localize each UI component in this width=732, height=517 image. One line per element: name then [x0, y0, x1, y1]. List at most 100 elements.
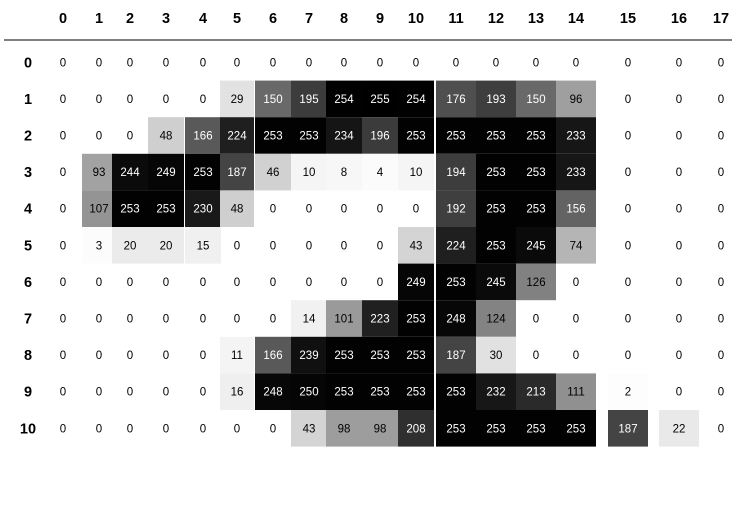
heatmap-cell [326, 336, 362, 374]
heatmap-cell [362, 300, 398, 337]
cell-value-label: 223 [370, 314, 389, 326]
cell-value-label: 0 [573, 350, 579, 362]
cell-value-label: 0 [60, 423, 66, 435]
cell-value-label: 0 [163, 94, 169, 106]
cell-value-label: 0 [625, 240, 631, 252]
cell-value-label: 20 [124, 240, 137, 252]
cell-value-label: 0 [718, 57, 724, 69]
cell-value-label: 0 [718, 94, 724, 106]
heatmap-cell [82, 190, 116, 227]
cell-value-label: 253 [334, 387, 353, 399]
cell-value-label: 195 [299, 94, 318, 106]
cell-value-label: 253 [486, 204, 505, 216]
heatmap-cell [220, 80, 254, 118]
heatmap-cell [255, 117, 291, 154]
cell-value-label: 98 [374, 423, 387, 435]
heatmap-cell [148, 190, 184, 227]
heatmap-cell [556, 410, 596, 447]
column-label: 0 [59, 11, 67, 27]
cell-value-label: 234 [334, 131, 354, 143]
cell-value-label: 0 [163, 423, 169, 435]
cell-value-label: 0 [718, 277, 724, 289]
heatmap-cell [220, 190, 254, 227]
heatmap-cell [556, 117, 596, 154]
cell-value-label: 0 [625, 167, 631, 179]
cell-value-label: 0 [96, 94, 102, 106]
heatmap-cell [255, 153, 291, 191]
cell-value-label: 193 [486, 94, 505, 106]
cell-value-label: 187 [446, 350, 465, 362]
cell-value-label: 196 [370, 131, 389, 143]
heatmap-cell [255, 336, 291, 374]
cell-value-label: 0 [306, 240, 312, 252]
row-label: 8 [24, 348, 32, 364]
cell-value-label: 0 [718, 387, 724, 399]
cell-value-label: 48 [231, 204, 244, 216]
cell-value-label: 0 [625, 314, 631, 326]
heatmap-cell [291, 153, 327, 191]
cell-value-label: 0 [676, 314, 682, 326]
heatmap-cell [476, 117, 516, 154]
heatmap-cell [436, 336, 476, 374]
cell-value-label: 0 [676, 387, 682, 399]
cell-value-label: 150 [263, 94, 282, 106]
cell-value-label: 0 [60, 167, 66, 179]
cell-value-label: 253 [446, 387, 465, 399]
cell-value-label: 96 [570, 94, 583, 106]
heatmap-cell [516, 373, 556, 410]
cell-value-label: 0 [718, 240, 724, 252]
cell-value-label: 0 [96, 277, 102, 289]
column-label: 6 [269, 11, 277, 27]
cell-value-label: 253 [156, 204, 175, 216]
heatmap-cell [556, 227, 596, 264]
row-label: 1 [24, 92, 32, 108]
heatmap-cell [362, 153, 398, 191]
heatmap-cell [326, 373, 362, 410]
cell-value-label: 0 [533, 57, 539, 69]
cell-value-label: 0 [676, 94, 682, 106]
column-label: 17 [713, 11, 729, 27]
cell-value-label: 0 [306, 57, 312, 69]
cell-value-label: 0 [270, 204, 276, 216]
cell-value-label: 0 [60, 57, 66, 69]
heatmap-cell [608, 373, 648, 410]
cell-value-label: 2 [625, 387, 631, 399]
column-label: 11 [448, 11, 463, 27]
row-label: 9 [24, 385, 32, 401]
cell-value-label: 253 [406, 387, 425, 399]
heatmap-cell [516, 153, 556, 191]
heatmap-cell [476, 263, 516, 301]
cell-value-label: 0 [234, 423, 240, 435]
cell-value-label: 245 [526, 240, 545, 252]
heatmap-cell [516, 263, 556, 301]
cell-value-label: 253 [406, 131, 425, 143]
cell-value-label: 0 [625, 350, 631, 362]
cell-value-label: 0 [60, 277, 66, 289]
cell-value-label: 0 [127, 314, 133, 326]
column-label: 4 [199, 11, 207, 27]
cell-value-label: 16 [231, 387, 244, 399]
heatmap-cell [516, 80, 556, 118]
cell-value-label: 253 [120, 204, 139, 216]
cell-value-label: 253 [526, 131, 545, 143]
heatmap-cell [476, 153, 516, 191]
cell-value-label: 0 [377, 57, 383, 69]
cell-value-label: 126 [526, 277, 545, 289]
cell-value-label: 0 [341, 240, 347, 252]
cell-value-label: 253 [406, 314, 425, 326]
heatmap-cell [185, 227, 221, 264]
cell-value-label: 230 [193, 204, 212, 216]
cell-value-label: 0 [306, 277, 312, 289]
cell-value-label: 213 [526, 387, 545, 399]
cell-value-label: 253 [446, 277, 465, 289]
cell-value-label: 3 [96, 240, 102, 252]
heatmap-cell [220, 373, 254, 410]
heatmap-cell [148, 153, 184, 191]
cell-value-label: 0 [573, 57, 579, 69]
heatmap-cell [291, 373, 327, 410]
heatmap-cell [112, 227, 148, 264]
cell-value-label: 0 [453, 57, 459, 69]
heatmap-cell [476, 373, 516, 410]
cell-value-label: 208 [406, 423, 425, 435]
